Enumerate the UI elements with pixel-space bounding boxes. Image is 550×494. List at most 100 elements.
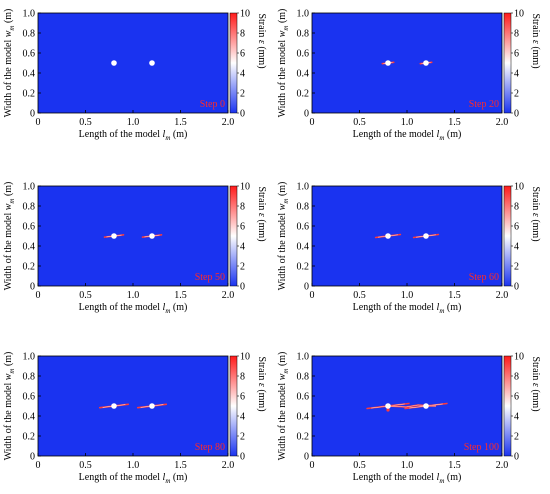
hole-1 — [111, 403, 117, 409]
x-tick-label: 2.0 — [496, 460, 509, 471]
colorbar-label-unit: (mm) — [256, 44, 267, 69]
plot-area — [38, 186, 228, 286]
x-tick-label: 1.5 — [448, 290, 461, 301]
x-axis-label-text: Length of the model — [79, 472, 163, 483]
x-tick-label: 2.0 — [496, 290, 509, 301]
colorbar — [503, 185, 512, 287]
x-axis-label-unit: (m) — [170, 472, 187, 483]
y-tick-label: 1.0 — [297, 9, 310, 20]
y-tick-label: 0.6 — [23, 49, 36, 60]
y-axis-label-symbol: w — [277, 30, 288, 37]
step-label: Step 0 — [200, 99, 225, 110]
y-tick-label: 0 — [30, 452, 35, 463]
y-tick-label: 0.2 — [23, 432, 36, 443]
y-axis-label-text: Width of the model — [277, 380, 288, 460]
y-tick-label: 0 — [304, 282, 309, 293]
colorbar-tick-label: 2 — [514, 432, 519, 443]
hole-2 — [149, 403, 155, 409]
colorbar-tick-label: 10 — [514, 9, 524, 20]
hole-1 — [111, 60, 117, 66]
x-tick-label: 1.0 — [127, 290, 140, 301]
colorbar-label-symbol: ε — [256, 213, 267, 217]
y-tick-label: 0.2 — [297, 89, 310, 100]
x-axis-label-symbol: l — [437, 302, 440, 313]
colorbar-label-text: Strain — [530, 186, 541, 212]
y-axis-label: Width of the model wm (m) — [277, 352, 290, 461]
x-axis-label-unit: (m) — [444, 129, 461, 140]
y-tick-label: 0.4 — [23, 69, 36, 80]
step-label: Step 100 — [464, 442, 499, 453]
colorbar-label-text: Strain — [530, 356, 541, 382]
colorbar-tick-label: 6 — [240, 222, 245, 233]
colorbar-label-symbol: ε — [530, 383, 541, 387]
y-tick-label: 1.0 — [23, 182, 36, 193]
y-tick-label: 0.8 — [297, 29, 310, 40]
x-tick-label: 2.0 — [222, 460, 235, 471]
y-tick-label: 0.4 — [297, 242, 310, 253]
y-tick-label: 0 — [30, 109, 35, 120]
x-axis-label-symbol: l — [437, 472, 440, 483]
y-tick-label: 0.8 — [23, 202, 36, 213]
x-tick-label: 0.5 — [353, 460, 366, 471]
y-tick-label: 0.8 — [297, 372, 310, 383]
y-tick-label: 0.2 — [297, 432, 310, 443]
y-axis-label-text: Width of the model — [3, 380, 14, 460]
colorbar-label: Strain ε (mm) — [256, 13, 267, 68]
x-tick-label: 0.5 — [79, 290, 92, 301]
y-tick-label: 0.4 — [297, 69, 310, 80]
x-tick-label: 1.0 — [401, 460, 414, 471]
colorbar-tick-label: 10 — [240, 352, 250, 363]
x-axis-label-unit: (m) — [170, 302, 187, 313]
colorbar-tick-label: 8 — [240, 372, 245, 383]
colorbar-tick-label: 6 — [240, 49, 245, 60]
colorbar-tick-label: 0 — [240, 452, 245, 463]
y-axis-label-unit: (m) — [277, 182, 288, 199]
colorbar-label-text: Strain — [530, 13, 541, 39]
y-axis-label-subscript: m — [8, 369, 16, 374]
plot-area — [312, 356, 502, 456]
colorbar-label-text: Strain — [256, 186, 267, 212]
colorbar-tick-label: 4 — [240, 69, 245, 80]
y-axis-label-subscript: m — [282, 369, 290, 374]
x-tick-label: 0 — [36, 290, 41, 301]
y-axis-label-subscript: m — [282, 199, 290, 204]
x-tick-label: 0.5 — [79, 460, 92, 471]
x-tick-label: 1.5 — [174, 117, 187, 128]
x-tick-label: 1.5 — [448, 117, 461, 128]
colorbar-label-symbol: ε — [256, 40, 267, 44]
colorbar-tick-label: 8 — [240, 202, 245, 213]
colorbar-label-unit: (mm) — [530, 44, 541, 69]
x-axis-label-text: Length of the model — [353, 302, 437, 313]
x-tick-label: 1.0 — [127, 460, 140, 471]
colorbar-tick-label: 8 — [514, 29, 519, 40]
hole-1 — [385, 233, 391, 239]
colorbar-tick-label: 0 — [240, 282, 245, 293]
y-tick-label: 1.0 — [23, 352, 36, 363]
colorbar-tick-label: 4 — [240, 412, 245, 423]
colorbar-label-symbol: ε — [256, 383, 267, 387]
plot-area — [38, 356, 228, 456]
colorbar-label-symbol: ε — [530, 213, 541, 217]
x-tick-label: 0 — [310, 117, 315, 128]
colorbar-tick-label: 10 — [240, 9, 250, 20]
coalescence-crack-core — [387, 404, 437, 408]
colorbar-tick-label: 6 — [240, 392, 245, 403]
colorbar-label: Strain ε (mm) — [530, 13, 541, 68]
y-axis-label-text: Width of the model — [277, 210, 288, 290]
colorbar-label: Strain ε (mm) — [530, 356, 541, 411]
colorbar-tick-label: 0 — [240, 109, 245, 120]
y-tick-label: 1.0 — [297, 182, 310, 193]
x-tick-label: 2.0 — [222, 290, 235, 301]
colorbar-tick-label: 0 — [514, 282, 519, 293]
y-axis-label-symbol: w — [3, 203, 14, 210]
x-tick-label: 0 — [310, 290, 315, 301]
y-axis-label-subscript: m — [282, 26, 290, 31]
hole-1 — [385, 60, 391, 66]
x-axis-label-symbol: l — [163, 129, 166, 140]
y-axis-label-subscript: m — [8, 26, 16, 31]
colorbar-tick-label: 6 — [514, 49, 519, 60]
hole-2 — [423, 233, 429, 239]
colorbar-tick-label: 4 — [514, 69, 519, 80]
